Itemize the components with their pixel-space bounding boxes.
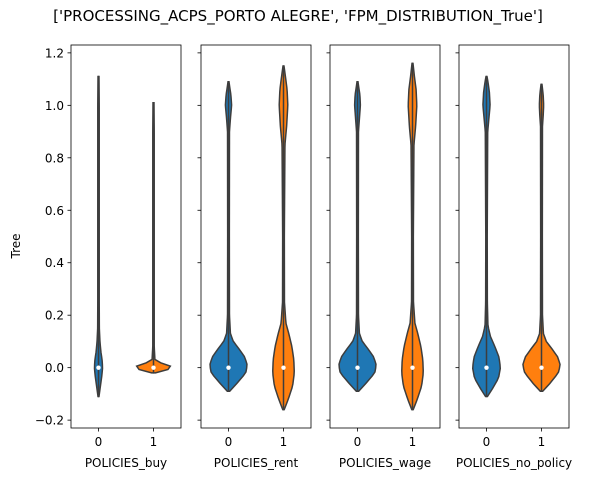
y-tick-label: 0.0 bbox=[45, 361, 64, 375]
y-tick-label: 1.0 bbox=[45, 99, 64, 113]
y-tick-label: 0.2 bbox=[45, 309, 64, 323]
axes-frame bbox=[329, 44, 441, 429]
median-point bbox=[355, 365, 360, 370]
panel-2: 0 1 POLICIES_rent bbox=[197, 44, 312, 470]
panels: 0 1 POLICIES_buy 0 1 POLICIES_rent 0 1 POLICIES_… bbox=[67, 44, 572, 470]
y-tick-label: 0.6 bbox=[45, 204, 64, 218]
median-point bbox=[410, 365, 415, 370]
x-axis-label: POLICIES_no_policy bbox=[456, 456, 572, 470]
median-point bbox=[96, 365, 101, 370]
panel-4: 0 1 POLICIES_no_policy bbox=[455, 44, 572, 470]
y-tick-label: 0.8 bbox=[45, 151, 64, 165]
x-tick-label: 0 bbox=[483, 435, 491, 449]
x-tick-label: 1 bbox=[280, 435, 288, 449]
x-tick-label: 0 bbox=[225, 435, 233, 449]
x-axis-label: POLICIES_buy bbox=[85, 456, 167, 470]
axes-frame bbox=[458, 44, 570, 429]
panel-1: 0 1 POLICIES_buy bbox=[67, 44, 182, 470]
x-tick-label: 0 bbox=[354, 435, 362, 449]
median-point bbox=[226, 365, 231, 370]
y-tick-label: −0.2 bbox=[35, 414, 64, 428]
y-tick-label: 1.2 bbox=[45, 46, 64, 60]
axes-frame bbox=[200, 44, 312, 429]
median-point bbox=[151, 365, 156, 370]
median-point bbox=[281, 365, 286, 370]
x-tick-label: 1 bbox=[538, 435, 546, 449]
x-axis-label: POLICIES_rent bbox=[214, 456, 299, 470]
median-point bbox=[539, 365, 544, 370]
panel-3: 0 1 POLICIES_wage bbox=[326, 44, 441, 470]
x-tick-label: 1 bbox=[150, 435, 158, 449]
x-tick-label: 1 bbox=[409, 435, 417, 449]
y-axis-label: Tree bbox=[9, 233, 23, 259]
median-point bbox=[484, 365, 489, 370]
y-axis-ticks: −0.2 0.0 0.2 0.4 0.6 0.8 1.0 1.2 bbox=[35, 46, 64, 427]
x-tick-label: 0 bbox=[95, 435, 103, 449]
figure-title: ['PROCESSING_ACPS_PORTO ALEGRE', 'FPM_DI… bbox=[53, 7, 543, 26]
axes-frame bbox=[70, 44, 182, 429]
y-tick-label: 0.4 bbox=[45, 256, 64, 270]
x-axis-label: POLICIES_wage bbox=[339, 456, 431, 470]
